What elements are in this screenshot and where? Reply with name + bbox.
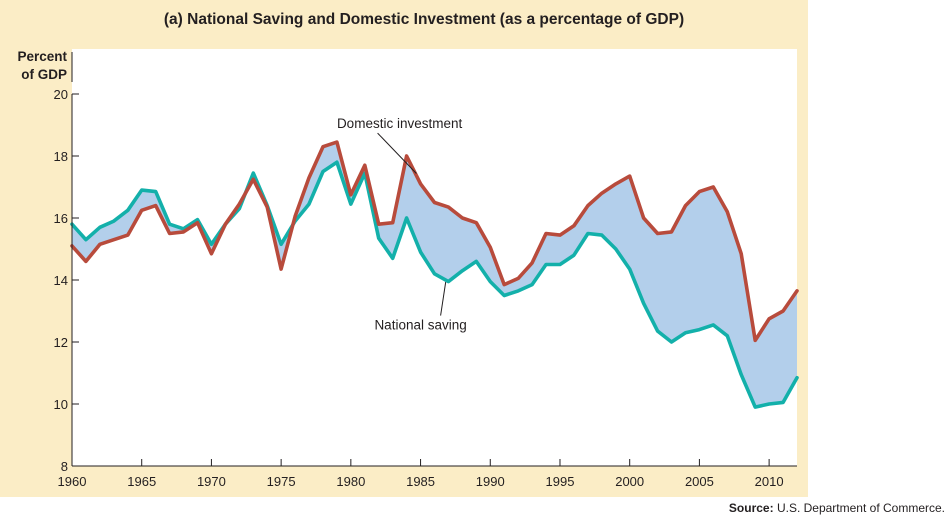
gap-area [72, 142, 797, 408]
y-tick-label: 20 [54, 87, 68, 102]
x-tick-label: 1965 [127, 474, 156, 489]
y-tick-label: 16 [54, 211, 68, 226]
x-tick-label: 2000 [615, 474, 644, 489]
y-tick-label: 14 [54, 273, 68, 288]
annotation-leader-line [440, 281, 447, 316]
series-layer [70, 140, 799, 409]
annotation-layer: Domestic investment National saving [337, 116, 467, 333]
x-tick-label: 1970 [197, 474, 226, 489]
y-axis-title-line1: Percent [17, 49, 67, 64]
y-tick-label: 8 [61, 459, 68, 474]
source-label: Source: [728, 501, 774, 515]
axes: 8 10 12 14 16 18 20 1960 1965 1970 1975 1980 1985 199… [54, 52, 797, 489]
source-text: U.S. Department of Commerce. [776, 501, 945, 515]
x-tick-label: 1960 [58, 474, 87, 489]
y-tick-label: 10 [54, 397, 68, 412]
x-tick-label: 1995 [546, 474, 575, 489]
y-tick-label: 18 [54, 149, 68, 164]
x-tick-label: 1975 [267, 474, 296, 489]
y-axis-title-line2: of GDP [21, 67, 67, 82]
annotation-leader-line [377, 132, 417, 174]
x-tick-label: 2005 [685, 474, 714, 489]
series-line-domestic-investment [70, 140, 799, 343]
y-tick-label: 12 [54, 335, 68, 350]
annotation-domestic-investment: Domestic investment [337, 116, 463, 131]
series-line-national-saving [70, 160, 799, 409]
x-tick-label: 1990 [476, 474, 505, 489]
x-tick-label: 2010 [755, 474, 784, 489]
x-tick-label: 1980 [336, 474, 365, 489]
annotation-national-saving: National saving [374, 318, 466, 333]
source-note: Source: U.S. Department of Commerce. [729, 501, 945, 515]
x-tick-label: 1985 [406, 474, 435, 489]
chart-title: (a) National Saving and Domestic Investm… [164, 11, 684, 28]
